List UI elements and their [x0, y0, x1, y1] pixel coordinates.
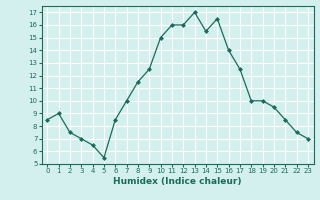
X-axis label: Humidex (Indice chaleur): Humidex (Indice chaleur): [113, 177, 242, 186]
